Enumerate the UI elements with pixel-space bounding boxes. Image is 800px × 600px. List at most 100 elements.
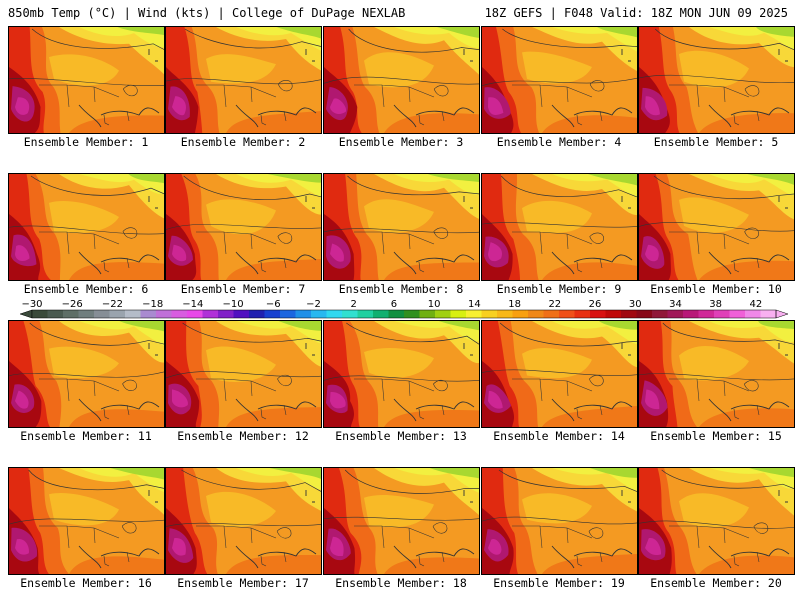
colorbar-tick-label: 14	[468, 299, 481, 310]
ensemble-map-panel	[638, 26, 795, 134]
ensemble-member-label: Ensemble Member: 1	[23, 135, 149, 149]
ensemble-member-label: Ensemble Member: 18	[335, 576, 467, 590]
colorbar-tick-label: 26	[589, 299, 602, 310]
colorbar-tick-label: 42	[750, 299, 763, 310]
colorbar-swatch	[667, 310, 684, 318]
colorbar-swatch	[636, 310, 653, 318]
colorbar-tick-label: −26	[62, 299, 83, 310]
colorbar-tick-label: −14	[182, 299, 203, 310]
ensemble-member-label: Ensemble Member: 2	[180, 135, 306, 149]
colorbar-swatch	[373, 310, 389, 318]
colorbar-swatch	[481, 310, 498, 318]
ensemble-map-panel	[165, 26, 322, 134]
colorbar-tick-label: 2	[351, 299, 357, 310]
ensemble-member-label: Ensemble Member: 8	[338, 282, 464, 296]
ensemble-map-panel	[323, 320, 480, 428]
colorbar-swatch	[63, 310, 79, 318]
ensemble-map-panel	[481, 320, 638, 428]
colorbar-swatch	[512, 310, 529, 318]
colorbar-tick-label: 22	[548, 299, 561, 310]
colorbar-swatch	[326, 310, 343, 318]
colorbar-swatch	[171, 310, 188, 318]
colorbar-tick-label: 34	[669, 299, 682, 310]
ensemble-map-panel	[323, 173, 480, 281]
colorbar-swatch	[528, 310, 544, 318]
colorbar-swatch	[47, 310, 64, 318]
ensemble-member-label: Ensemble Member: 20	[650, 576, 782, 590]
ensemble-member-label: Ensemble Member: 9	[496, 282, 622, 296]
colorbar-swatch	[698, 310, 715, 318]
ensemble-member-label: Ensemble Member: 13	[335, 429, 467, 443]
colorbar-tick-label: 18	[508, 299, 521, 310]
temperature-colorbar: −30 −26 −22 −18 −14 −10 −6 −2 2 6 10 14 18 22 26 30 34 38…	[19, 299, 789, 319]
colorbar-swatch	[94, 310, 110, 318]
colorbar-swatch	[729, 310, 746, 318]
colorbar-swatch	[450, 310, 467, 318]
colorbar-arrow-right	[775, 309, 789, 319]
colorbar-swatch	[605, 310, 622, 318]
ensemble-member-label: Ensemble Member: 3	[338, 135, 464, 149]
colorbar-tick-label: 30	[629, 299, 642, 310]
colorbar-swatch	[249, 310, 265, 318]
colorbar-swatch	[109, 310, 126, 318]
colorbar-arrow-left	[19, 309, 33, 319]
colorbar-swatch	[125, 310, 141, 318]
ensemble-map-panel	[323, 467, 480, 575]
ensemble-map-panel	[8, 26, 165, 134]
ensemble-member-label: Ensemble Member: 16	[20, 576, 152, 590]
colorbar-swatch	[404, 310, 420, 318]
ensemble-map-panel	[481, 467, 638, 575]
colorbar-tick-label: 10	[428, 299, 441, 310]
colorbar-swatch	[388, 310, 405, 318]
ensemble-member-label: Ensemble Member: 17	[177, 576, 309, 590]
ensemble-map-panel	[8, 467, 165, 575]
ensemble-member-label: Ensemble Member: 15	[650, 429, 782, 443]
ensemble-map-panel	[481, 173, 638, 281]
title-right: 18Z GEFS | F048 Valid: 18Z MON JUN 09 20…	[484, 6, 788, 20]
colorbar-swatch	[760, 310, 777, 318]
ensemble-member-label: Ensemble Member: 12	[177, 429, 309, 443]
colorbar-swatch	[419, 310, 436, 318]
colorbar-tick-label: −18	[142, 299, 163, 310]
colorbar-tick-label: −30	[21, 299, 42, 310]
ensemble-member-label: Ensemble Member: 4	[496, 135, 622, 149]
ensemble-map-panel	[638, 320, 795, 428]
ensemble-member-label: Ensemble Member: 10	[650, 282, 782, 296]
colorbar-swatch	[357, 310, 374, 318]
colorbar-swatch	[559, 310, 575, 318]
colorbar-swatch	[187, 310, 203, 318]
colorbar-swatch	[233, 310, 250, 318]
colorbar-swatch	[543, 310, 560, 318]
ensemble-map-panel	[638, 173, 795, 281]
ensemble-map-panel	[323, 26, 480, 134]
colorbar-swatch	[652, 310, 668, 318]
ensemble-member-label: Ensemble Member: 6	[23, 282, 149, 296]
title-left: 850mb Temp (°C) | Wind (kts) | College o…	[8, 6, 406, 20]
colorbar-swatch	[466, 310, 482, 318]
ensemble-member-label: Ensemble Member: 5	[653, 135, 779, 149]
ensemble-member-label: Ensemble Member: 11	[20, 429, 152, 443]
colorbar-swatch	[156, 310, 172, 318]
ensemble-map-panel	[165, 173, 322, 281]
colorbar-swatch	[435, 310, 451, 318]
colorbar-swatch	[621, 310, 637, 318]
ensemble-map-panel	[165, 467, 322, 575]
ensemble-member-label: Ensemble Member: 7	[180, 282, 306, 296]
colorbar-tick-label: −2	[306, 299, 321, 310]
colorbar-swatch	[78, 310, 95, 318]
colorbar-swatch	[280, 310, 296, 318]
colorbar-swatch	[497, 310, 513, 318]
colorbar-tick-label: 6	[391, 299, 397, 310]
colorbar-swatch	[342, 310, 358, 318]
colorbar-swatch	[32, 310, 48, 318]
ensemble-map-panel	[638, 467, 795, 575]
colorbar-swatch	[140, 310, 157, 318]
colorbar-swatch	[202, 310, 219, 318]
ensemble-map-panel	[8, 320, 165, 428]
colorbar-tick-label: 38	[709, 299, 722, 310]
ensemble-map-panel	[165, 320, 322, 428]
colorbar-tick-label: −10	[223, 299, 244, 310]
colorbar-swatch	[574, 310, 591, 318]
ensemble-map-panel	[8, 173, 165, 281]
ensemble-map-panel	[481, 26, 638, 134]
